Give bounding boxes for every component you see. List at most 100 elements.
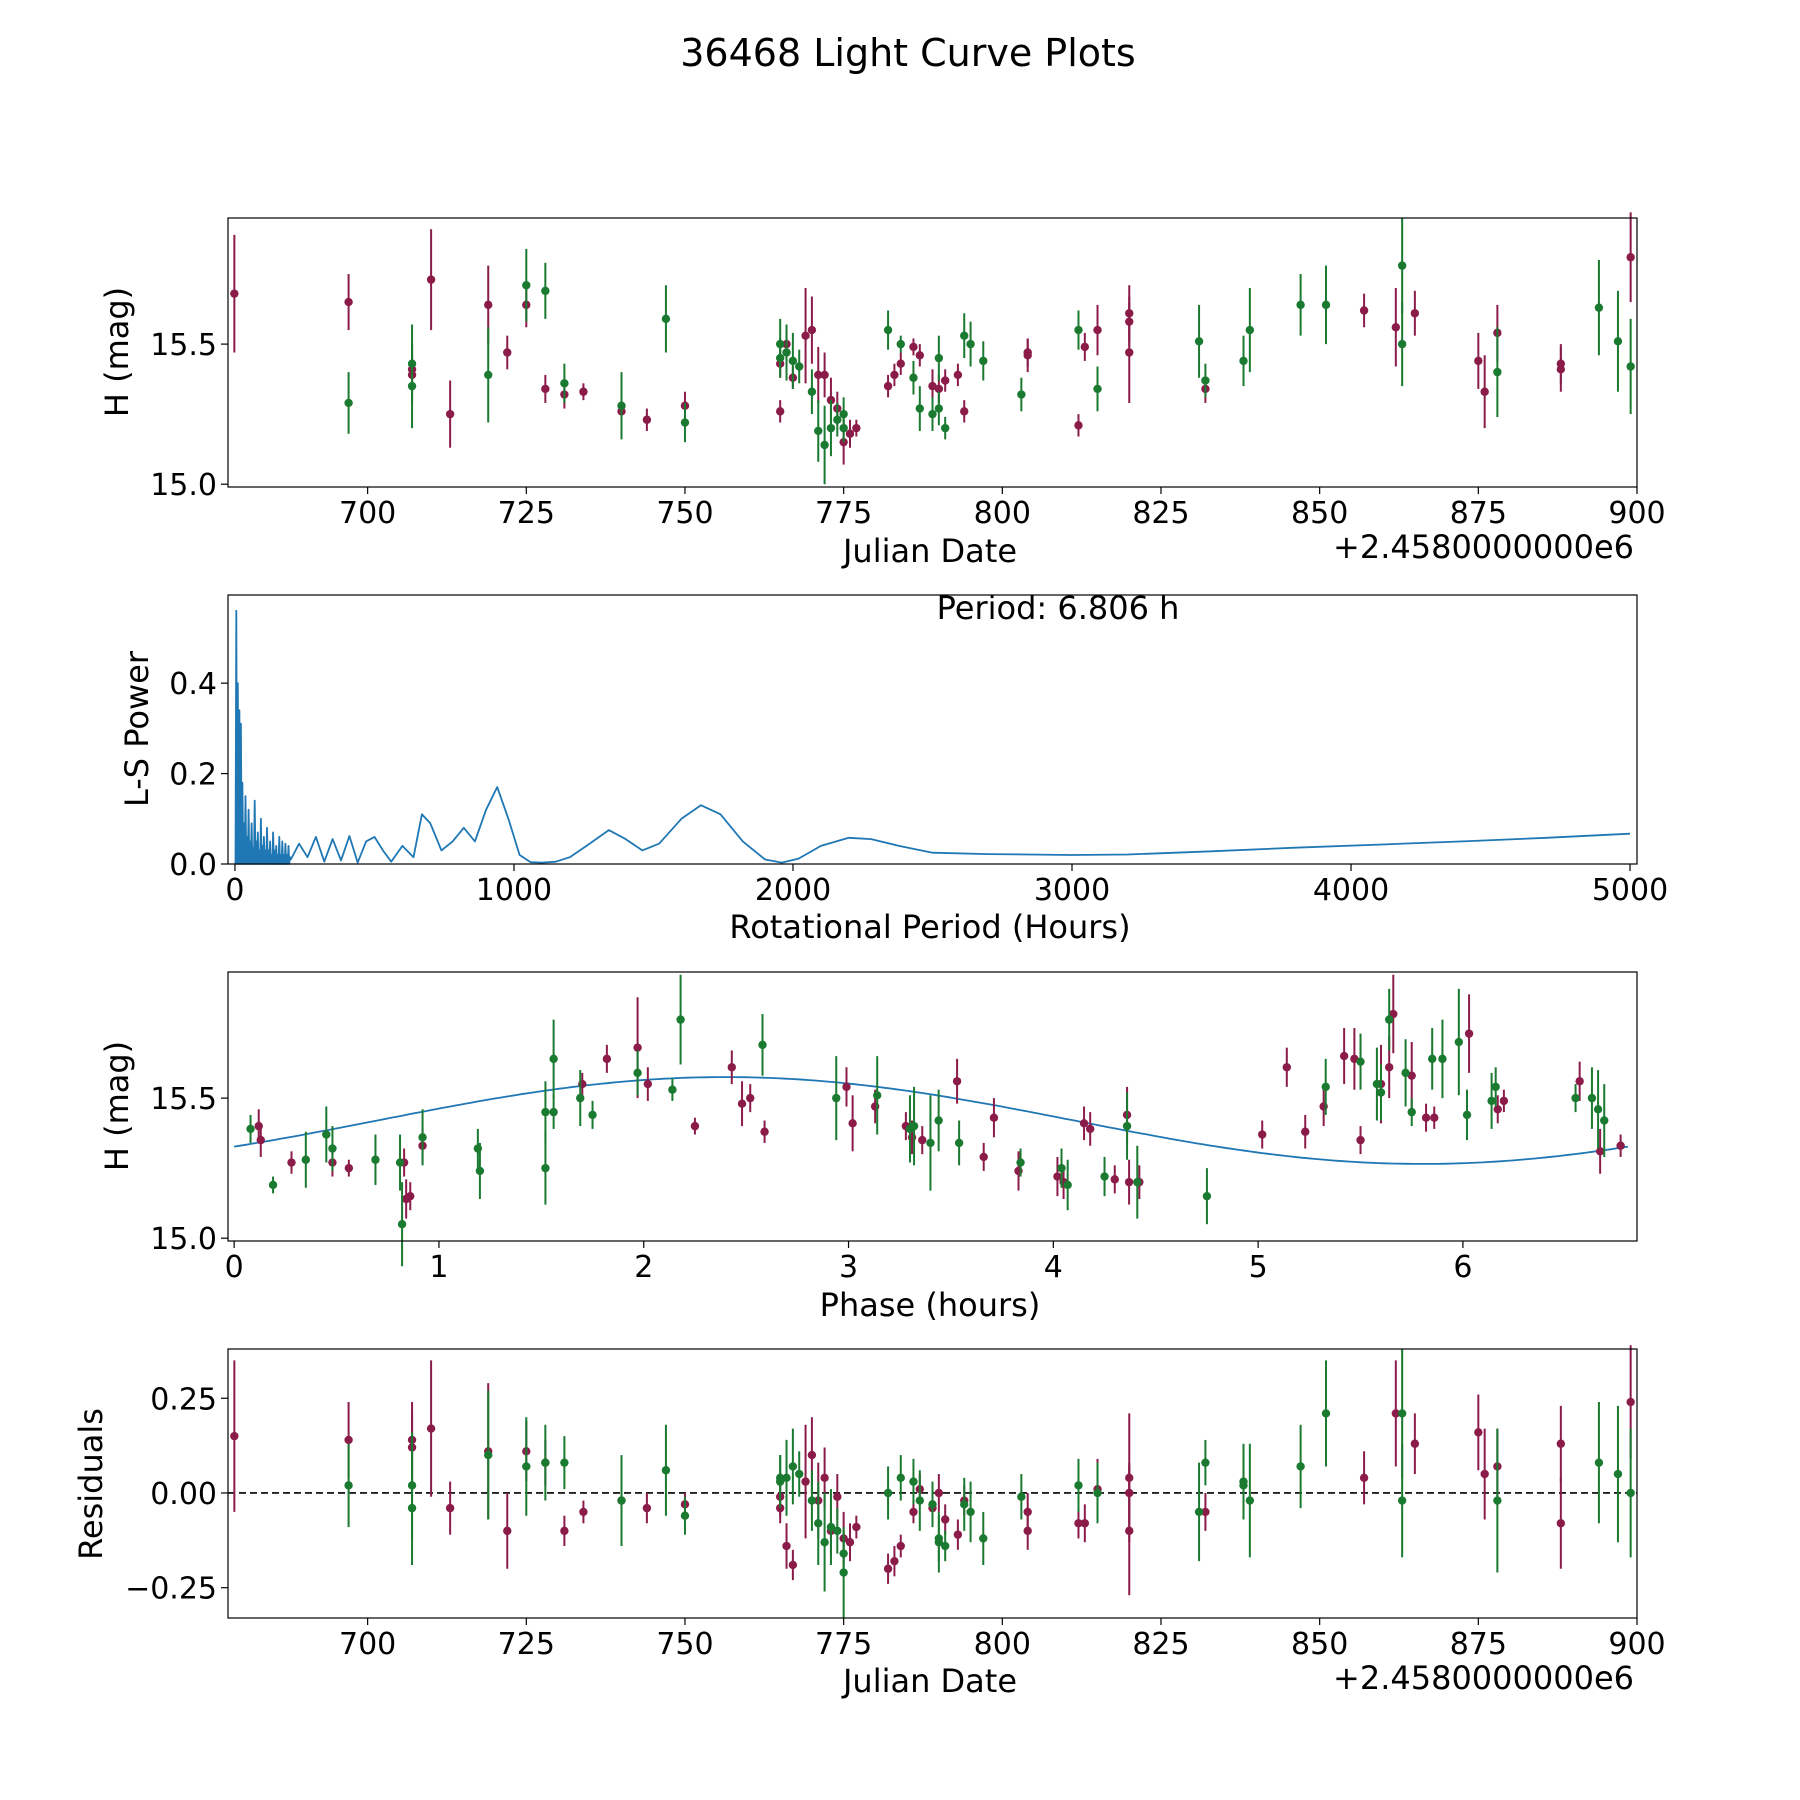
maroon-data-point	[1079, 1119, 1089, 1128]
green-data-point	[954, 1138, 964, 1148]
green-data-point	[1321, 1409, 1331, 1418]
maroon-data-point	[602, 1054, 612, 1064]
green-data-point	[541, 1107, 550, 1117]
periodogram-x-tick-label: 2000	[755, 873, 831, 908]
green-data-point	[1397, 261, 1407, 270]
green-data-point	[268, 1180, 278, 1190]
residuals-x-tick-label: 825	[1132, 1627, 1189, 1662]
green-data-point	[915, 404, 925, 413]
periodogram-axes-frame	[227, 594, 1638, 865]
green-data-point	[1296, 300, 1305, 310]
maroon-data-point	[845, 1538, 855, 1547]
maroon-data-point	[1085, 1124, 1095, 1134]
green-data-point	[782, 1473, 791, 1483]
green-data-point	[1239, 1481, 1248, 1490]
maroon-data-point	[1480, 387, 1489, 396]
maroon-data-point	[1474, 356, 1483, 366]
residuals-x-tick-label: 800	[974, 1627, 1031, 1662]
periodogram-y-tick-label: 0.2	[169, 758, 217, 793]
green-data-point	[560, 379, 569, 388]
maroon-data-point	[445, 1503, 455, 1513]
phased-panel: 0 1 2 3 4 5 6 15.0 15.5 Phase (hours) H (mag)	[98, 971, 1638, 1324]
periodogram-y-ticks: 0.0 0.2 0.4	[169, 667, 228, 883]
maroon-data-point	[503, 348, 512, 357]
maroon-data-point	[801, 1477, 810, 1486]
green-data-point	[549, 1107, 558, 1117]
green-data-point	[928, 409, 937, 419]
lightcurve-x-tick-label: 700	[339, 496, 396, 531]
green-data-point	[788, 356, 798, 366]
maroon-data-point	[782, 1541, 791, 1551]
maroon-data-point	[820, 1473, 829, 1483]
green-data-point	[617, 1496, 626, 1505]
lightcurve-x-tick-label: 825	[1132, 496, 1189, 531]
green-data-point	[322, 1130, 331, 1139]
residuals-axes-frame	[227, 1348, 1638, 1619]
maroon-data-point	[801, 331, 810, 340]
maroon-data-point	[727, 1063, 736, 1072]
maroon-data-point	[918, 1135, 927, 1145]
maroon-data-point	[940, 1515, 950, 1524]
maroon-data-point	[1556, 365, 1566, 374]
green-data-point	[1093, 1488, 1102, 1498]
maroon-data-point	[1616, 1141, 1625, 1150]
maroon-data-point	[406, 1191, 415, 1201]
green-data-point	[1057, 1163, 1066, 1173]
green-data-point	[676, 1015, 685, 1024]
maroon-data-point	[746, 1093, 755, 1103]
phased-plot-area	[233, 974, 1629, 1267]
green-data-point	[758, 1040, 767, 1050]
green-data-point	[1133, 1177, 1142, 1187]
maroon-data-point	[788, 1560, 798, 1570]
period-annotation: Period: 6.806 h	[937, 589, 1180, 627]
green-data-point	[484, 370, 493, 380]
green-data-point	[680, 418, 690, 427]
maroon-data-point	[1384, 1063, 1394, 1072]
residuals-y-ticks: 0.25 0.00 −0.25	[125, 1382, 228, 1607]
residuals-x-tick-label: 775	[815, 1627, 872, 1662]
periodogram-x-tick-label: 5000	[1592, 873, 1668, 908]
green-data-point	[966, 1507, 975, 1517]
maroon-data-point	[1575, 1077, 1584, 1086]
periodogram-plot-area	[234, 609, 1631, 865]
maroon-data-point	[896, 1541, 905, 1551]
green-data-point	[1356, 1057, 1365, 1066]
green-data-point	[1239, 356, 1248, 366]
lightcurve-y-tick-label: 15.0	[150, 468, 217, 503]
maroon-data-point	[484, 300, 493, 310]
maroon-data-point	[953, 370, 963, 380]
green-data-point	[1626, 362, 1635, 371]
phased-x-tick-label: 1	[429, 1250, 448, 1285]
maroon-data-point	[979, 1152, 988, 1162]
green-data-point	[1384, 1015, 1394, 1024]
green-data-point	[915, 1496, 925, 1505]
green-data-point	[820, 1538, 829, 1547]
green-data-point	[1593, 1105, 1603, 1114]
green-data-point	[407, 1503, 417, 1513]
maroon-data-point	[1339, 1051, 1349, 1061]
maroon-data-point	[560, 1526, 569, 1536]
maroon-data-point	[852, 1522, 861, 1532]
residuals-y-tick-label: 0.25	[150, 1382, 217, 1417]
green-data-point	[1613, 337, 1623, 346]
green-data-point	[1074, 325, 1083, 335]
residuals-x-tick-label: 750	[656, 1627, 713, 1662]
residuals-x-label: Julian Date	[841, 1662, 1017, 1700]
green-data-point	[1613, 1469, 1623, 1479]
green-data-point	[1487, 1096, 1496, 1106]
phased-y-label: H (mag)	[98, 1041, 136, 1171]
green-data-point	[1493, 367, 1502, 377]
green-data-point	[397, 1219, 407, 1229]
periodogram-y-tick-label: 0.0	[169, 848, 217, 883]
green-data-point	[344, 398, 353, 408]
green-data-point	[588, 1110, 597, 1120]
green-data-point	[1017, 390, 1026, 399]
green-data-point	[966, 339, 975, 349]
maroon-data-point	[775, 407, 785, 416]
green-data-point	[1626, 1488, 1635, 1498]
phased-x-label: Phase (hours)	[820, 1286, 1041, 1324]
maroon-data-point	[1556, 1439, 1566, 1448]
maroon-data-point	[807, 1450, 817, 1460]
green-data-point	[1100, 1172, 1109, 1181]
